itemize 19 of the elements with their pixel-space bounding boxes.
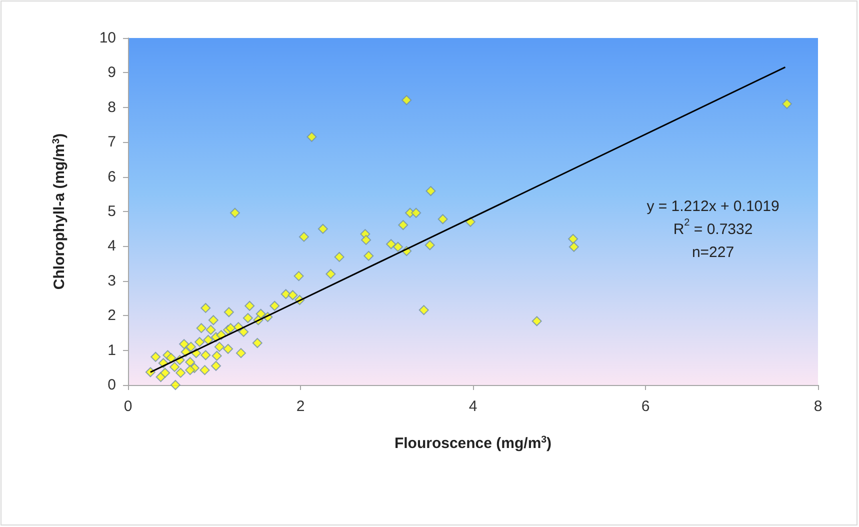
- y-tick-label: 5: [108, 203, 116, 220]
- y-tick-label: 10: [99, 30, 116, 46]
- y-tick-label: 8: [108, 98, 116, 116]
- y-tick-label: 1: [108, 342, 116, 359]
- y-tick-label: 6: [108, 168, 116, 186]
- y-tick-label: 0: [108, 376, 116, 394]
- y-axis-title: Chlorophyll-a (mg/m3): [50, 133, 68, 290]
- y-tick-label: 2: [108, 307, 116, 324]
- y-tick-label: 9: [108, 64, 116, 82]
- y-tick-label: 7: [108, 134, 116, 151]
- annotation: n=227: [692, 244, 734, 261]
- x-tick-label: 4: [468, 398, 478, 415]
- y-tick-label: 4: [108, 238, 116, 255]
- x-tick-label: 0: [124, 398, 132, 415]
- x-tick-label: 8: [814, 398, 822, 415]
- x-tick-label: 2: [296, 398, 305, 415]
- annotation: y = 1.212x + 0.1019: [646, 198, 780, 215]
- x-tick-label: 6: [641, 398, 650, 415]
- y-tick-label: 3: [108, 272, 116, 290]
